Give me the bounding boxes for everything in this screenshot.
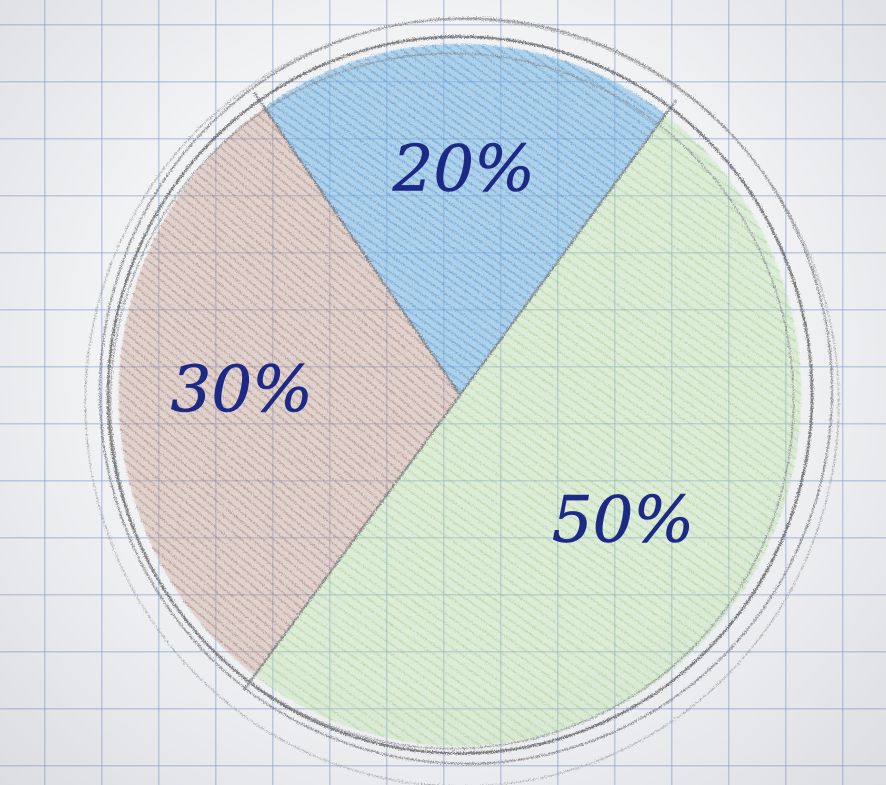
pie-outline-stroke: [109, 52, 795, 750]
pie-slices: [118, 43, 802, 747]
pie-outline-stroke: [99, 17, 833, 765]
slice-divider: [253, 91, 461, 396]
slice-divider: [243, 394, 461, 691]
pie-slice: [118, 107, 460, 676]
slice-divider: [459, 99, 677, 396]
pie-outline: [84, 17, 840, 785]
pie-slice: [254, 114, 802, 747]
pie-slice: [264, 43, 666, 396]
slice-label: 50%: [552, 483, 694, 557]
pie-outline-stroke: [84, 19, 840, 785]
slice-label: 30%: [171, 353, 313, 427]
slice-labels: 20% 50% 30%: [170, 132, 694, 557]
slice-dividers: [243, 91, 677, 691]
pie-outline-stroke: [106, 35, 814, 755]
slice-label: 20%: [392, 133, 535, 207]
